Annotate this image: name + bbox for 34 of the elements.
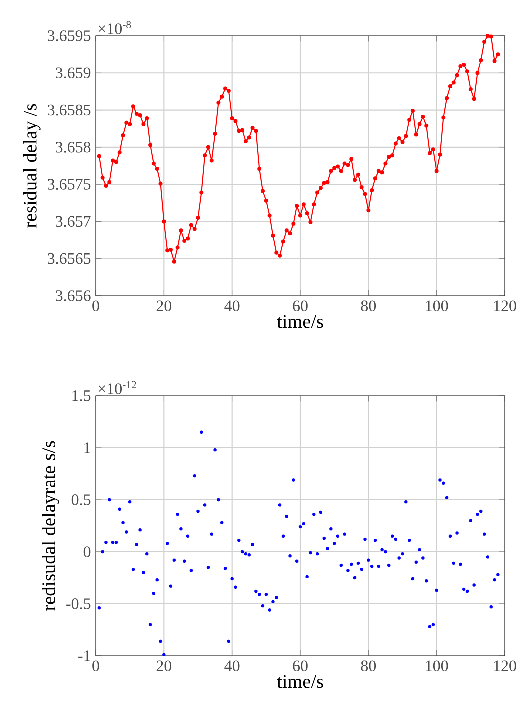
y-tick-label: 3.6575 — [48, 179, 90, 190]
x-tick-label: 100 — [426, 660, 448, 672]
x-tick-label: 0 — [92, 300, 100, 312]
y-tick-label: 0.5 — [72, 494, 90, 506]
y-tick-label: -1 — [78, 650, 90, 662]
y-tick-label: -0.5 — [66, 598, 90, 610]
x-axis-title: time/s — [277, 675, 324, 688]
y-tick-label: 1.5 — [72, 390, 90, 402]
y-tick-label: 3.657 — [56, 216, 91, 228]
x-axis-title: time/s — [277, 315, 324, 328]
y-tick-label: 3.656 — [56, 290, 91, 302]
y-tick-label: 1 — [84, 442, 90, 454]
x-tick-label: 120 — [494, 660, 516, 672]
y-tick-label: 3.658 — [56, 142, 90, 153]
text: ×10$^{-8}$ — [98, 21, 131, 34]
x-tick-label: 80 — [361, 660, 376, 672]
x-tick-label: 40 — [224, 660, 240, 672]
y-tick-label: 3.6585 — [48, 104, 90, 116]
y-tick-label: 0 — [84, 546, 90, 558]
text: ×10$^{-12}$ — [98, 381, 136, 394]
x-tick-label: 60 — [292, 300, 308, 312]
x-tick-label: 120 — [494, 300, 516, 312]
y-tick-label: 3.6565 — [48, 253, 90, 264]
x-tick-label: 60 — [292, 660, 308, 672]
x-tick-label: 0 — [92, 660, 100, 672]
x-tick-label: 40 — [224, 300, 240, 312]
y-axis-title: redisudal delayrate s/s — [42, 441, 60, 611]
x-tick-label: 100 — [426, 300, 448, 312]
y-tick-label: 3.659 — [56, 68, 90, 79]
x-tick-label: 20 — [156, 300, 172, 312]
x-tick-label: 20 — [156, 660, 172, 672]
x-tick-label: 80 — [361, 300, 376, 312]
y-axis-title: residual delay /s — [23, 104, 41, 228]
y-tick-label: 3.6595 — [48, 30, 90, 42]
